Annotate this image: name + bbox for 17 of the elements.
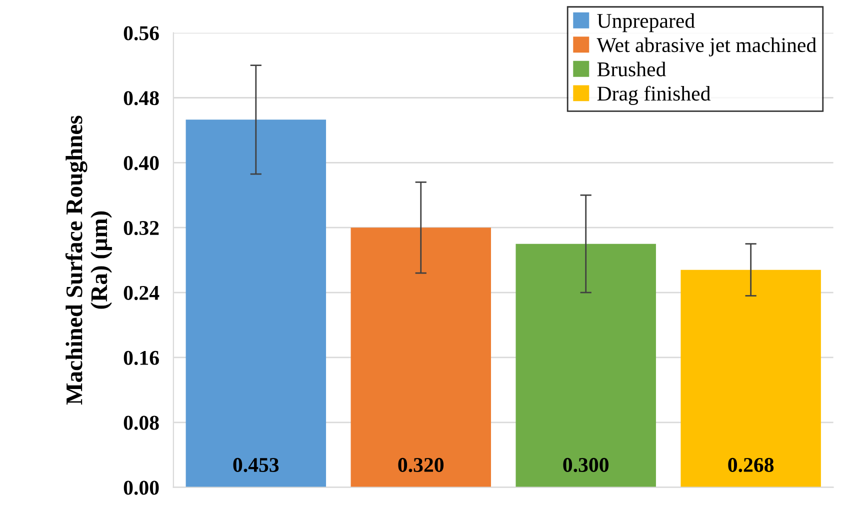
y-tick-label: 0.32 bbox=[124, 220, 159, 236]
data-label: 0.453 bbox=[233, 458, 279, 472]
y-axis-title: Machined Surface Roughnes (Ra) (µm) bbox=[65, 116, 112, 405]
legend-label: Drag finished bbox=[597, 86, 710, 105]
legend-label: Unprepared bbox=[597, 13, 695, 32]
legend-label: Wet abrasive jet machined bbox=[596, 37, 816, 56]
y-tick-label: 0.16 bbox=[124, 350, 159, 365]
y-tick-label: 0.48 bbox=[124, 91, 159, 106]
y-tick-label: 0.56 bbox=[124, 26, 159, 40]
data-label: 0.300 bbox=[563, 458, 608, 472]
legend-label: Brushed bbox=[597, 62, 666, 76]
data-label: 0.320 bbox=[398, 458, 444, 472]
y-tick-label: 0.24 bbox=[124, 286, 160, 300]
y-tick-label: 0.40 bbox=[124, 156, 159, 170]
y-tick-label: 0.00 bbox=[124, 480, 159, 495]
y-tick-label: 0.08 bbox=[124, 416, 159, 430]
data-label: 0.268 bbox=[728, 458, 774, 472]
